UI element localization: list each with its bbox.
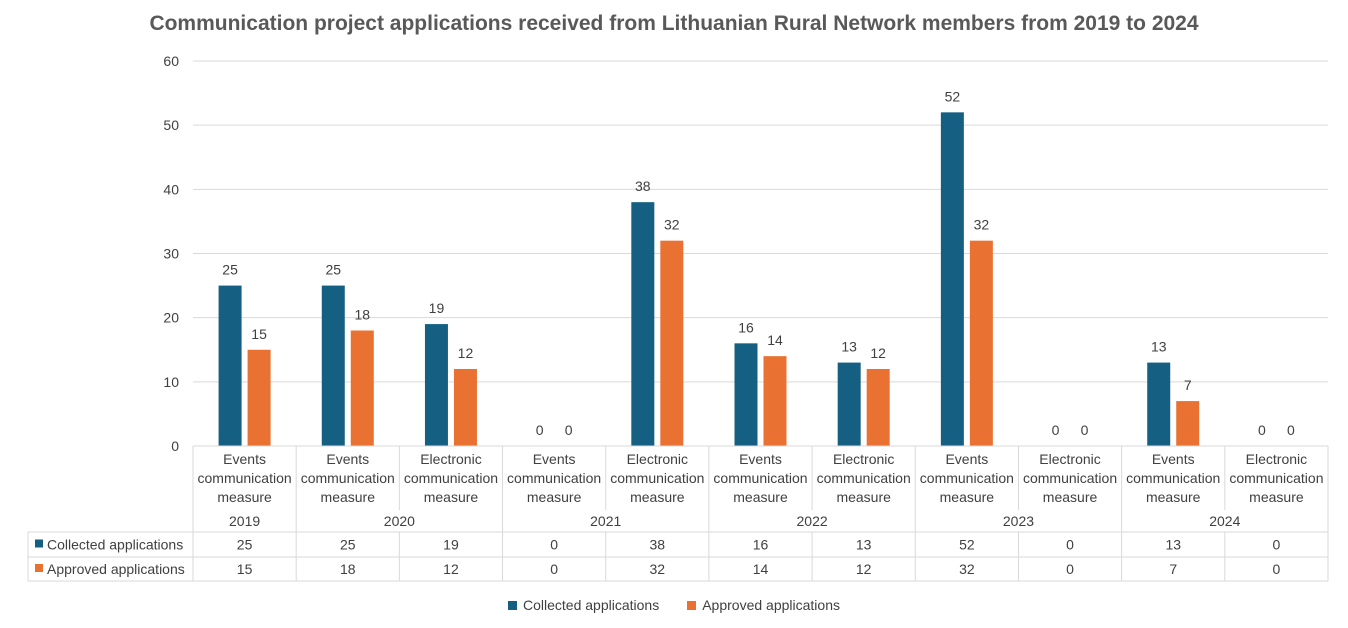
table-legend-swatch [35, 564, 43, 572]
y-tick-label: 30 [163, 246, 179, 262]
table-cell-value: 0 [1273, 537, 1281, 553]
bar [321, 285, 345, 446]
chart-title: Communication project applications recei… [149, 12, 1199, 35]
table-cell-value: 38 [650, 537, 666, 553]
y-tick-label: 50 [163, 117, 179, 133]
data-label: 16 [738, 319, 754, 335]
legend-item-approved: Approved applications [687, 597, 840, 613]
bar [1176, 401, 1200, 446]
y-tick-label: 20 [163, 310, 179, 326]
bar [969, 240, 993, 446]
table-cell-value: 0 [1066, 537, 1074, 553]
table-row-label: Collected applications [47, 537, 183, 553]
bar [734, 343, 758, 446]
y-tick-label: 0 [171, 438, 179, 454]
data-label: 32 [974, 217, 990, 233]
x-category-label: Electronic communication measure [817, 451, 911, 505]
data-label: 15 [251, 326, 267, 342]
bar [247, 349, 271, 446]
legend-swatch-collected [508, 600, 518, 610]
legend-swatch-approved [687, 600, 697, 610]
table-cell-value: 7 [1169, 561, 1177, 577]
table-row-label: Approved applications [47, 561, 185, 577]
data-label: 32 [664, 217, 680, 233]
data-label: 0 [1258, 422, 1266, 438]
x-year-label: 2019 [229, 513, 260, 529]
data-label: 0 [1052, 422, 1060, 438]
table-cell-value: 32 [650, 561, 666, 577]
legend-label-approved: Approved applications [702, 597, 840, 613]
y-tick-label: 40 [163, 181, 179, 197]
bar [453, 369, 477, 446]
x-year-label: 2020 [384, 513, 415, 529]
table-cell-value: 13 [1165, 537, 1181, 553]
data-label: 14 [767, 332, 783, 348]
x-category-label: Events communication measure [198, 451, 292, 505]
x-category-label: Events communication measure [1126, 451, 1220, 505]
data-label: 7 [1184, 377, 1192, 393]
bar [350, 330, 374, 446]
legend-label-collected: Collected applications [523, 597, 660, 613]
data-label: 0 [1287, 422, 1295, 438]
data-label: 12 [458, 345, 474, 361]
legend: Collected applications Approved applicat… [0, 597, 1348, 613]
x-category-label: Electronic communication measure [404, 451, 498, 505]
data-label: 0 [1081, 422, 1089, 438]
bar [763, 356, 787, 446]
data-label: 25 [325, 262, 341, 278]
data-label: 12 [870, 345, 886, 361]
data-label: 13 [841, 339, 857, 355]
bar [424, 324, 448, 446]
bar [940, 112, 964, 446]
table-cell-value: 12 [443, 561, 459, 577]
bar [631, 202, 655, 446]
table-legend-swatch [35, 539, 43, 548]
x-category-label: Electronic communication measure [1023, 451, 1117, 505]
x-year-label: 2021 [590, 513, 621, 529]
x-year-label: 2024 [1209, 513, 1240, 529]
x-year-label: 2023 [1003, 513, 1034, 529]
data-label: 52 [945, 88, 961, 104]
x-category-label: Events communication measure [713, 451, 807, 505]
table-cell-value: 0 [1273, 561, 1281, 577]
data-label: 0 [565, 422, 573, 438]
x-category-label: Events communication measure [507, 451, 601, 505]
data-label: 19 [429, 300, 445, 316]
x-category-label: Electronic communication measure [610, 451, 704, 505]
table-cell-value: 13 [856, 537, 872, 553]
table-cell-value: 19 [443, 537, 459, 553]
legend-item-collected: Collected applications [508, 597, 659, 613]
x-category-label: Electronic communication measure [1229, 451, 1323, 505]
x-category-label: Events communication measure [301, 451, 395, 505]
table-cell-value: 12 [856, 561, 872, 577]
bar [218, 285, 242, 446]
bar [866, 369, 890, 446]
y-tick-label: 10 [163, 374, 179, 390]
table-cell-value: 16 [753, 537, 769, 553]
data-label: 13 [1151, 339, 1167, 355]
table-cell-value: 25 [340, 537, 356, 553]
table-cell-value: 0 [1066, 561, 1074, 577]
x-category-label: Events communication measure [920, 451, 1014, 505]
table-cell-value: 0 [550, 561, 558, 577]
bar [837, 362, 861, 446]
x-year-label: 2022 [797, 513, 828, 529]
bar [1147, 362, 1171, 446]
bar [660, 240, 684, 446]
table-cell-value: 25 [237, 537, 253, 553]
data-label: 38 [635, 178, 651, 194]
table-cell-value: 52 [959, 537, 975, 553]
y-tick-label: 60 [163, 53, 179, 69]
data-label: 25 [222, 262, 238, 278]
table-cell-value: 32 [959, 561, 975, 577]
data-label: 18 [354, 307, 370, 323]
table-cell-value: 18 [340, 561, 356, 577]
table-cell-value: 14 [753, 561, 769, 577]
table-cell-value: 0 [550, 537, 558, 553]
table-cell-value: 15 [237, 561, 253, 577]
data-label: 0 [536, 422, 544, 438]
